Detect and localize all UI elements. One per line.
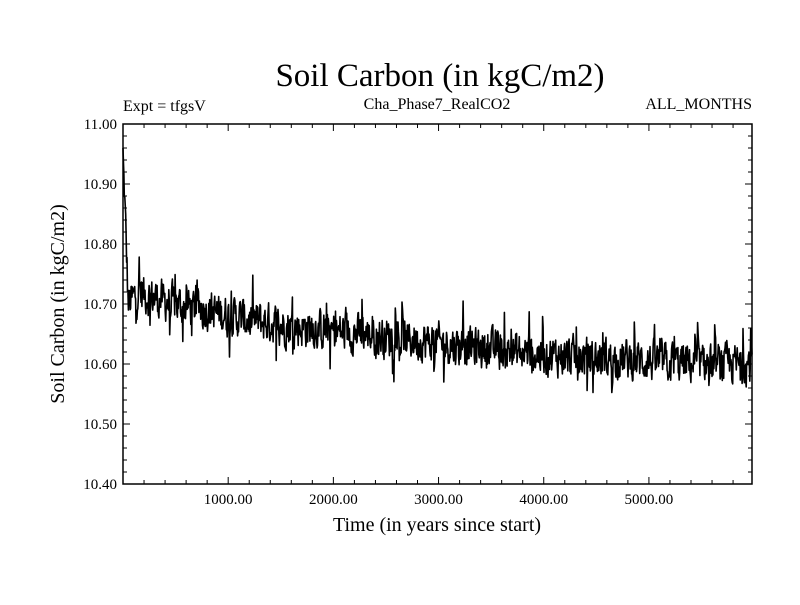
x-tick-label: 3000.00 xyxy=(414,492,463,508)
y-axis-label: Soil Carbon (in kgC/m2) xyxy=(47,204,69,403)
y-tick-label: 10.70 xyxy=(83,297,117,313)
y-tick-label: 10.90 xyxy=(83,177,117,193)
run-label: Cha_Phase7_RealCO2 xyxy=(364,96,511,113)
months-label: ALL_MONTHS xyxy=(645,96,752,113)
y-tick-label: 10.50 xyxy=(83,417,117,433)
y-axis: 10.40 10.50 10.60 10.70 10.80 10.90 11.00 xyxy=(83,117,752,493)
x-tick-label: 4000.00 xyxy=(519,492,568,508)
y-tick-label: 11.00 xyxy=(84,117,117,133)
series-line xyxy=(122,147,753,394)
x-tick-label: 1000.00 xyxy=(204,492,253,508)
x-axis-label: Time (in years since start) xyxy=(333,514,541,536)
experiment-label: Expt = tfgsV xyxy=(123,98,206,115)
x-tick-label: 2000.00 xyxy=(309,492,358,508)
x-tick-label: 5000.00 xyxy=(625,492,674,508)
y-tick-label: 10.60 xyxy=(83,357,117,373)
y-tick-label: 10.80 xyxy=(83,237,117,253)
x-axis: 1000.00 2000.00 3000.00 4000.00 5000.00 xyxy=(143,124,734,508)
series-layer xyxy=(122,147,753,394)
y-tick-label: 10.40 xyxy=(83,477,117,493)
chart-title: Soil Carbon (in kgC/m2) xyxy=(275,58,604,94)
